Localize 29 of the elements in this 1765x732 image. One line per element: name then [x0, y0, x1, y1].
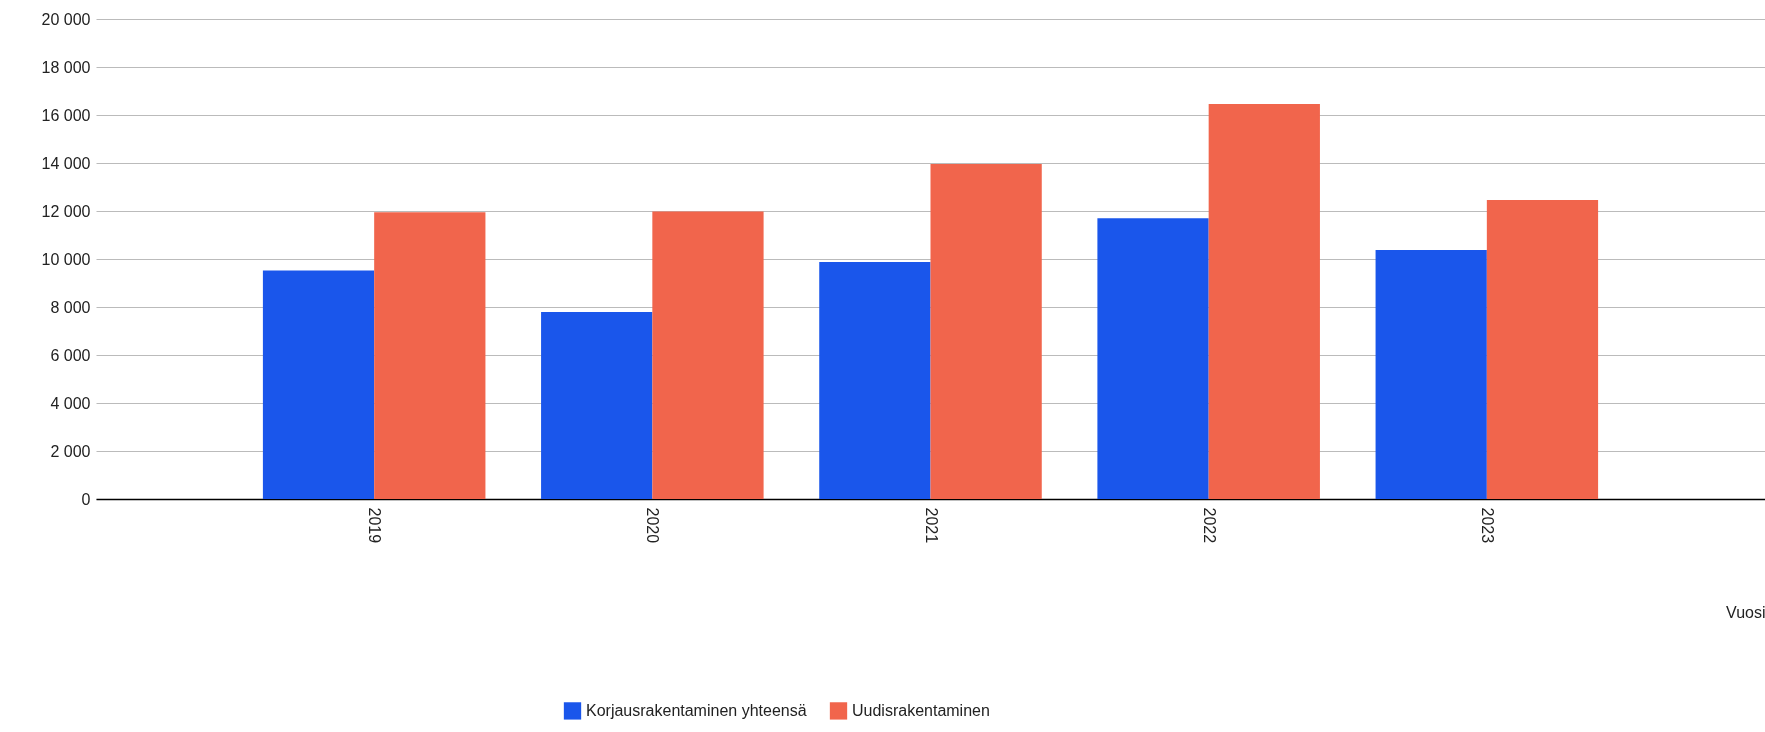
y-tick-label: 2 000 — [50, 442, 91, 460]
y-tick-label: 20 000 — [41, 10, 91, 28]
y-tick-label: 14 000 — [41, 154, 91, 172]
y-tick-label: 6 000 — [50, 346, 91, 364]
bar — [541, 312, 653, 499]
x-axis-title: Vuosi — [1726, 603, 1765, 621]
bar — [1486, 199, 1599, 499]
bar — [652, 211, 764, 499]
y-tick-label: 16 000 — [41, 106, 91, 124]
x-tick-label: 2019 — [366, 507, 384, 544]
bar — [374, 212, 486, 499]
bar — [819, 262, 931, 499]
bar — [1375, 250, 1487, 499]
y-tick-label: 0 — [81, 490, 91, 508]
y-tick-label: 10 000 — [41, 250, 91, 268]
y-tick-label: 4 000 — [50, 394, 91, 412]
x-tick-label: 2021 — [922, 507, 940, 544]
legend-label: Uudisrakentaminen — [852, 701, 990, 719]
bar — [1208, 103, 1320, 499]
x-tick-label: 2022 — [1200, 507, 1218, 544]
x-tick-label: 2023 — [1478, 507, 1496, 544]
y-tick-label: 8 000 — [50, 298, 91, 316]
bar — [930, 163, 1042, 499]
bar — [1097, 218, 1209, 499]
y-tick-label: 18 000 — [41, 58, 91, 76]
x-tick-label: 2020 — [644, 507, 662, 544]
legend-label: Korjausrakentaminen yhteensä — [586, 701, 807, 719]
y-tick-label: 12 000 — [41, 202, 91, 220]
bar — [262, 270, 375, 499]
